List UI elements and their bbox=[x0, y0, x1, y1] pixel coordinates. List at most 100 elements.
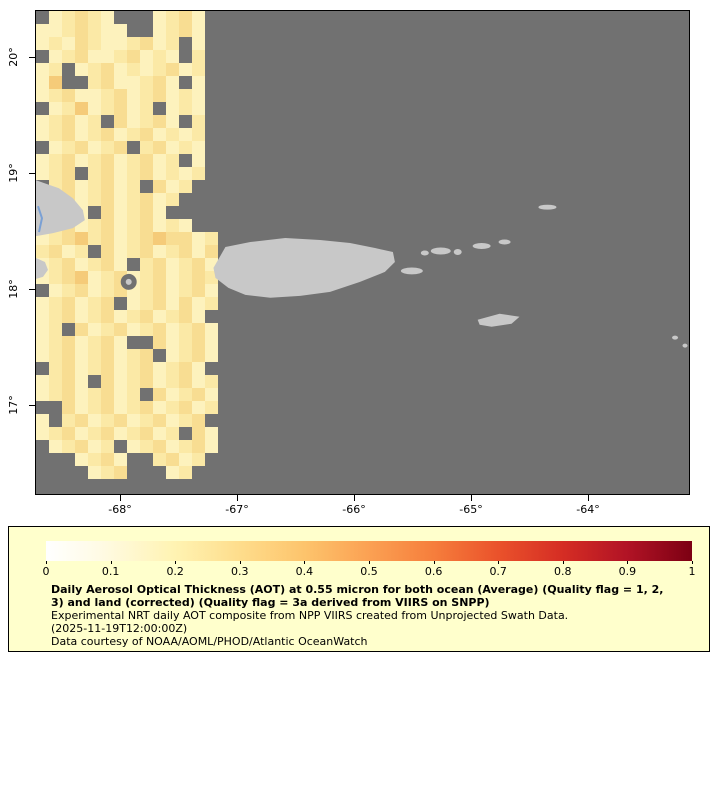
aot-pixel bbox=[127, 180, 140, 193]
colorbar-tick-label: 0.9 bbox=[618, 565, 637, 578]
aot-pixel bbox=[166, 167, 179, 180]
aot-pixel bbox=[49, 11, 62, 24]
aot-pixel bbox=[153, 427, 166, 440]
lat-label: 20° bbox=[7, 47, 20, 67]
aot-pixel bbox=[88, 141, 101, 154]
aot-pixel bbox=[127, 219, 140, 232]
aot-pixel bbox=[127, 375, 140, 388]
aot-pixel bbox=[114, 349, 127, 362]
aot-pixel bbox=[153, 414, 166, 427]
aot-pixel bbox=[62, 336, 75, 349]
aot-pixel bbox=[179, 128, 192, 141]
colorbar-tick bbox=[239, 561, 241, 564]
land-layer bbox=[36, 180, 688, 348]
colorbar-tick-label: 0.3 bbox=[231, 565, 249, 578]
aot-pixel bbox=[205, 284, 218, 297]
aot-pixel bbox=[62, 375, 75, 388]
aot-pixel bbox=[88, 310, 101, 323]
aot-pixel bbox=[36, 323, 49, 336]
aot-pixel bbox=[114, 401, 127, 414]
aot-pixel bbox=[88, 76, 101, 89]
aot-pixel bbox=[101, 375, 114, 388]
aot-pixel bbox=[49, 375, 62, 388]
aot-pixel bbox=[114, 63, 127, 76]
aot-pixel bbox=[127, 102, 140, 115]
aot-pixel bbox=[166, 193, 179, 206]
aot-pixel bbox=[127, 297, 140, 310]
aot-pixel bbox=[205, 349, 218, 362]
aot-pixel bbox=[101, 297, 114, 310]
colorbar-tick-label: 0.2 bbox=[166, 565, 184, 578]
aot-pixel bbox=[166, 219, 179, 232]
aot-pixel bbox=[49, 323, 62, 336]
aot-pixel bbox=[153, 258, 166, 271]
aot-pixel bbox=[192, 453, 205, 466]
aot-pixel bbox=[101, 362, 114, 375]
aot-pixel bbox=[49, 271, 62, 284]
aot-pixel bbox=[114, 245, 127, 258]
aot-pixel bbox=[114, 336, 127, 349]
aot-pixel bbox=[192, 388, 205, 401]
aot-pixel bbox=[114, 37, 127, 50]
aot-pixel bbox=[114, 167, 127, 180]
aot-pixel bbox=[75, 141, 88, 154]
aot-pixel bbox=[153, 453, 166, 466]
aot-pixel bbox=[192, 284, 205, 297]
legend-text-block: Daily Aerosol Optical Thickness (AOT) at… bbox=[51, 583, 673, 648]
aot-pixel bbox=[140, 440, 153, 453]
land-culebra bbox=[420, 250, 429, 256]
aot-pixel bbox=[127, 323, 140, 336]
aot-pixel bbox=[62, 349, 75, 362]
aot-pixel bbox=[192, 336, 205, 349]
aot-pixel bbox=[179, 271, 192, 284]
aot-pixel bbox=[140, 167, 153, 180]
aot-pixel bbox=[179, 180, 192, 193]
aot-pixel bbox=[153, 323, 166, 336]
aot-pixel bbox=[101, 206, 114, 219]
aot-pixel bbox=[192, 401, 205, 414]
aot-pixel bbox=[179, 401, 192, 414]
aot-pixel bbox=[88, 440, 101, 453]
aot-pixel bbox=[192, 24, 205, 37]
aot-pixel bbox=[75, 154, 88, 167]
aot-pixel bbox=[179, 11, 192, 24]
aot-pixel bbox=[101, 336, 114, 349]
aot-pixel bbox=[88, 128, 101, 141]
aot-pixel bbox=[153, 180, 166, 193]
aot-pixel bbox=[36, 336, 49, 349]
aot-pixel bbox=[36, 115, 49, 128]
aot-pixel bbox=[153, 232, 166, 245]
aot-pixel bbox=[88, 336, 101, 349]
aot-pixel bbox=[205, 245, 218, 258]
aot-pixel bbox=[140, 89, 153, 102]
aot-pixel bbox=[88, 63, 101, 76]
aot-pixel bbox=[140, 37, 153, 50]
aot-pixel bbox=[49, 349, 62, 362]
aot-pixel bbox=[114, 115, 127, 128]
aot-pixel bbox=[62, 427, 75, 440]
aot-pixel bbox=[179, 414, 192, 427]
aot-pixel bbox=[101, 271, 114, 284]
aot-pixel bbox=[127, 154, 140, 167]
aot-pixel bbox=[88, 258, 101, 271]
aot-pixel bbox=[127, 115, 140, 128]
aot-pixel bbox=[192, 349, 205, 362]
aot-pixel bbox=[205, 427, 218, 440]
aot-pixel bbox=[62, 232, 75, 245]
colorbar-tick bbox=[562, 561, 564, 564]
land-st-croix bbox=[477, 313, 520, 327]
aot-pixel bbox=[36, 414, 49, 427]
aot-pixel bbox=[75, 115, 88, 128]
aot-pixel bbox=[75, 63, 88, 76]
aot-pixel bbox=[179, 349, 192, 362]
colorbar-tick-label: 0.1 bbox=[101, 565, 120, 578]
aot-pixel bbox=[88, 414, 101, 427]
aot-pixel bbox=[140, 154, 153, 167]
aot-pixel bbox=[140, 375, 153, 388]
colorbar-tick bbox=[304, 561, 306, 564]
aot-pixel bbox=[192, 63, 205, 76]
land-st-thomas bbox=[430, 247, 451, 255]
aot-pixel bbox=[62, 258, 75, 271]
aot-pixel bbox=[75, 24, 88, 37]
